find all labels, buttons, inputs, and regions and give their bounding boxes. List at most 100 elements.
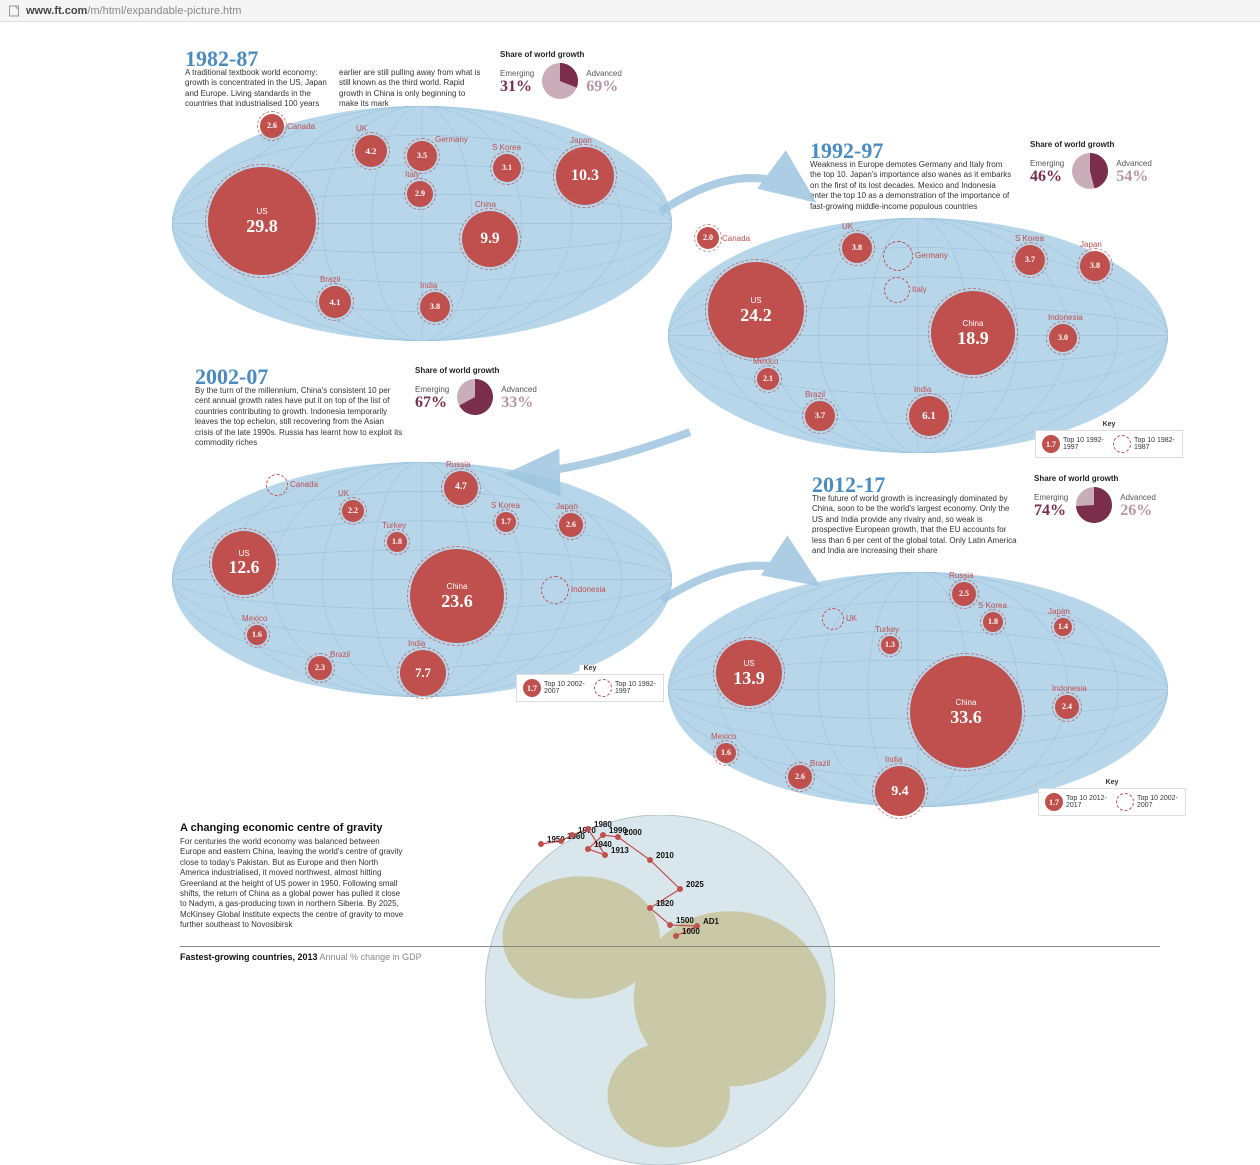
country-bubble: 9.4 (875, 766, 925, 816)
country-bubble: 3.1 (493, 154, 521, 182)
country-bubble: 3.8 (420, 292, 450, 322)
ghost-bubble (266, 474, 288, 496)
footer-rule (180, 946, 1160, 947)
gravity-year-label: 2025 (686, 880, 704, 889)
address-bar: www.ft.com/m/html/expandable-picture.htm (0, 0, 1260, 22)
legend: 1.7Top 10 1992-1997 Key Top 10 1982-1987 (1035, 430, 1183, 458)
country-bubble: 4.1 (319, 286, 351, 318)
panel-description: By the turn of the millennium, China's c… (195, 386, 403, 448)
country-bubble: 3.8 (842, 233, 872, 263)
ghost-label: Canada (290, 480, 318, 489)
bubble-label: Indonesia (1048, 313, 1083, 322)
bubble-label: Russia (949, 571, 973, 580)
country-bubble: China23.6 (410, 549, 504, 643)
gravity-dot (673, 933, 679, 939)
gravity-year-label: 2000 (624, 828, 642, 837)
url-path: /m/html/expandable-picture.htm (87, 5, 241, 17)
country-bubble: 1.8 (983, 612, 1003, 632)
gravity-year-label: 1820 (656, 899, 674, 908)
legend: 1.7Top 10 2012-2017 Key Top 10 2002-2007 (1038, 788, 1186, 816)
gravity-dot (558, 838, 564, 844)
bubble-label: Brazil (810, 759, 830, 768)
bubble-label: India (885, 755, 902, 764)
country-bubble: 2.6 (260, 114, 284, 138)
bubble-label: S Korea (978, 601, 1007, 610)
panel-description: A traditional textbook world economy: gr… (185, 68, 485, 110)
bubble-label: Japan (1048, 607, 1070, 616)
share-of-growth: Share of world growth Emerging31% Advanc… (500, 50, 680, 103)
globe-hemisphere (485, 815, 835, 1165)
bubble-label: Turkey (382, 521, 406, 530)
bubble-label: Indonesia (1052, 684, 1087, 693)
ghost-label: Indonesia (571, 585, 606, 594)
bubble-label: Japan (570, 136, 592, 145)
country-bubble: China18.9 (931, 291, 1015, 375)
country-bubble: US12.6 (212, 531, 276, 595)
bubble-label: Brazil (320, 275, 340, 284)
country-bubble: US29.8 (208, 167, 316, 275)
country-bubble: 3.7 (1015, 245, 1045, 275)
bubble-label: Brazil (330, 650, 350, 659)
bubble-label: India (408, 639, 425, 648)
country-bubble: China33.6 (910, 656, 1022, 768)
gravity-dot (667, 922, 673, 928)
footer-heading: Fastest-growing countries, 2013 Annual %… (180, 952, 422, 962)
ghost-bubble (541, 576, 569, 604)
bubble-label: Turkey (875, 625, 899, 634)
bubble-label: S Korea (1015, 234, 1044, 243)
bubble-label: Germany (435, 135, 468, 144)
ghost-label: UK (846, 614, 857, 623)
bubble-label: UK (356, 124, 367, 133)
bubble-label: S Korea (492, 143, 521, 152)
country-bubble: 3.8 (1080, 251, 1110, 281)
bubble-label: UK (338, 489, 349, 498)
country-bubble: 1.3 (881, 636, 899, 654)
country-bubble: 3.5 (407, 141, 437, 171)
country-bubble: 1.4 (1054, 618, 1072, 636)
country-bubble: 2.5 (952, 582, 976, 606)
gravity-dot (677, 886, 683, 892)
legend: 1.7Top 10 2002-2007 Key Top 10 1992-1997 (516, 674, 664, 702)
country-bubble: 4.2 (355, 135, 387, 167)
gravity-year-label: 1000 (682, 927, 700, 936)
panel-description: Weakness in Europe demotes Germany and I… (810, 160, 1015, 212)
page-icon (8, 5, 20, 17)
country-bubble: 2.2 (342, 500, 364, 522)
url-domain: www.ft.com (26, 5, 87, 17)
country-bubble: 1.8 (387, 532, 407, 552)
bubble-label: Russia (446, 460, 470, 469)
gravity-dot (569, 832, 575, 838)
gravity-dot (585, 846, 591, 852)
country-bubble: 2.4 (1055, 695, 1079, 719)
bubble-label: Mexico (711, 732, 736, 741)
country-bubble: 1.7 (496, 512, 516, 532)
infographic-canvas: 1982-87A traditional textbook world econ… (0, 22, 1260, 958)
bubble-label: S Korea (491, 501, 520, 510)
country-bubble: 1.6 (247, 625, 267, 645)
country-bubble: 2.6 (788, 765, 812, 789)
ghost-label: Italy (912, 285, 927, 294)
country-bubble: 9.9 (462, 211, 518, 267)
globe-map: CanadaIndonesiaUS12.6UK2.2Russia4.7Turke… (172, 462, 672, 697)
country-bubble: 10.3 (556, 147, 614, 205)
gravity-year-label: 2010 (656, 851, 674, 860)
globe-map: US29.8Canada2.6UK4.2Germany3.5Italy2.9S … (172, 106, 672, 341)
share-of-growth: Share of world growth Emerging46% Advanc… (1030, 140, 1210, 193)
bubble-label: Mexico (242, 614, 267, 623)
share-of-growth: Share of world growth Emerging67% Advanc… (415, 366, 595, 419)
country-bubble: 2.1 (757, 368, 779, 390)
country-bubble: 1.6 (716, 743, 736, 763)
gravity-dot (600, 832, 606, 838)
bubble-label: China (475, 200, 496, 209)
gravity-dot (647, 857, 653, 863)
gravity-dot (585, 826, 591, 832)
bubble-label: Mexico (753, 357, 778, 366)
bubble-label: Brazil (805, 390, 825, 399)
country-bubble: 2.9 (407, 181, 433, 207)
bubble-label: Japan (1080, 240, 1102, 249)
country-bubble: 3.0 (1049, 324, 1077, 352)
gravity-year-label: 1500 (676, 916, 694, 925)
country-bubble: 7.7 (400, 650, 446, 696)
bubble-label: Italy (405, 170, 420, 179)
gravity-year-label: 1913 (611, 846, 629, 855)
